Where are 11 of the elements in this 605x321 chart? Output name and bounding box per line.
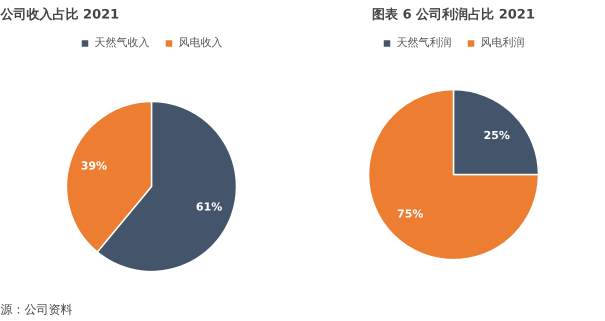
legend-label: 天然气利润 [396, 35, 452, 50]
data-label: 61% [196, 200, 222, 214]
legend-label: 天然气收入 [94, 35, 150, 50]
data-label: 25% [484, 128, 510, 142]
legend-label: 风电收入 [178, 35, 222, 50]
chart-title: 图表 6 公司利润占比 2021 [372, 6, 535, 22]
data-label: 75% [397, 207, 424, 220]
text: 源：公司资料 [0, 302, 72, 316]
data-label: 39% [80, 160, 108, 173]
legend-label: 风电利润 [480, 35, 524, 50]
chart-title: 公司收入占比 2021 [0, 6, 120, 22]
